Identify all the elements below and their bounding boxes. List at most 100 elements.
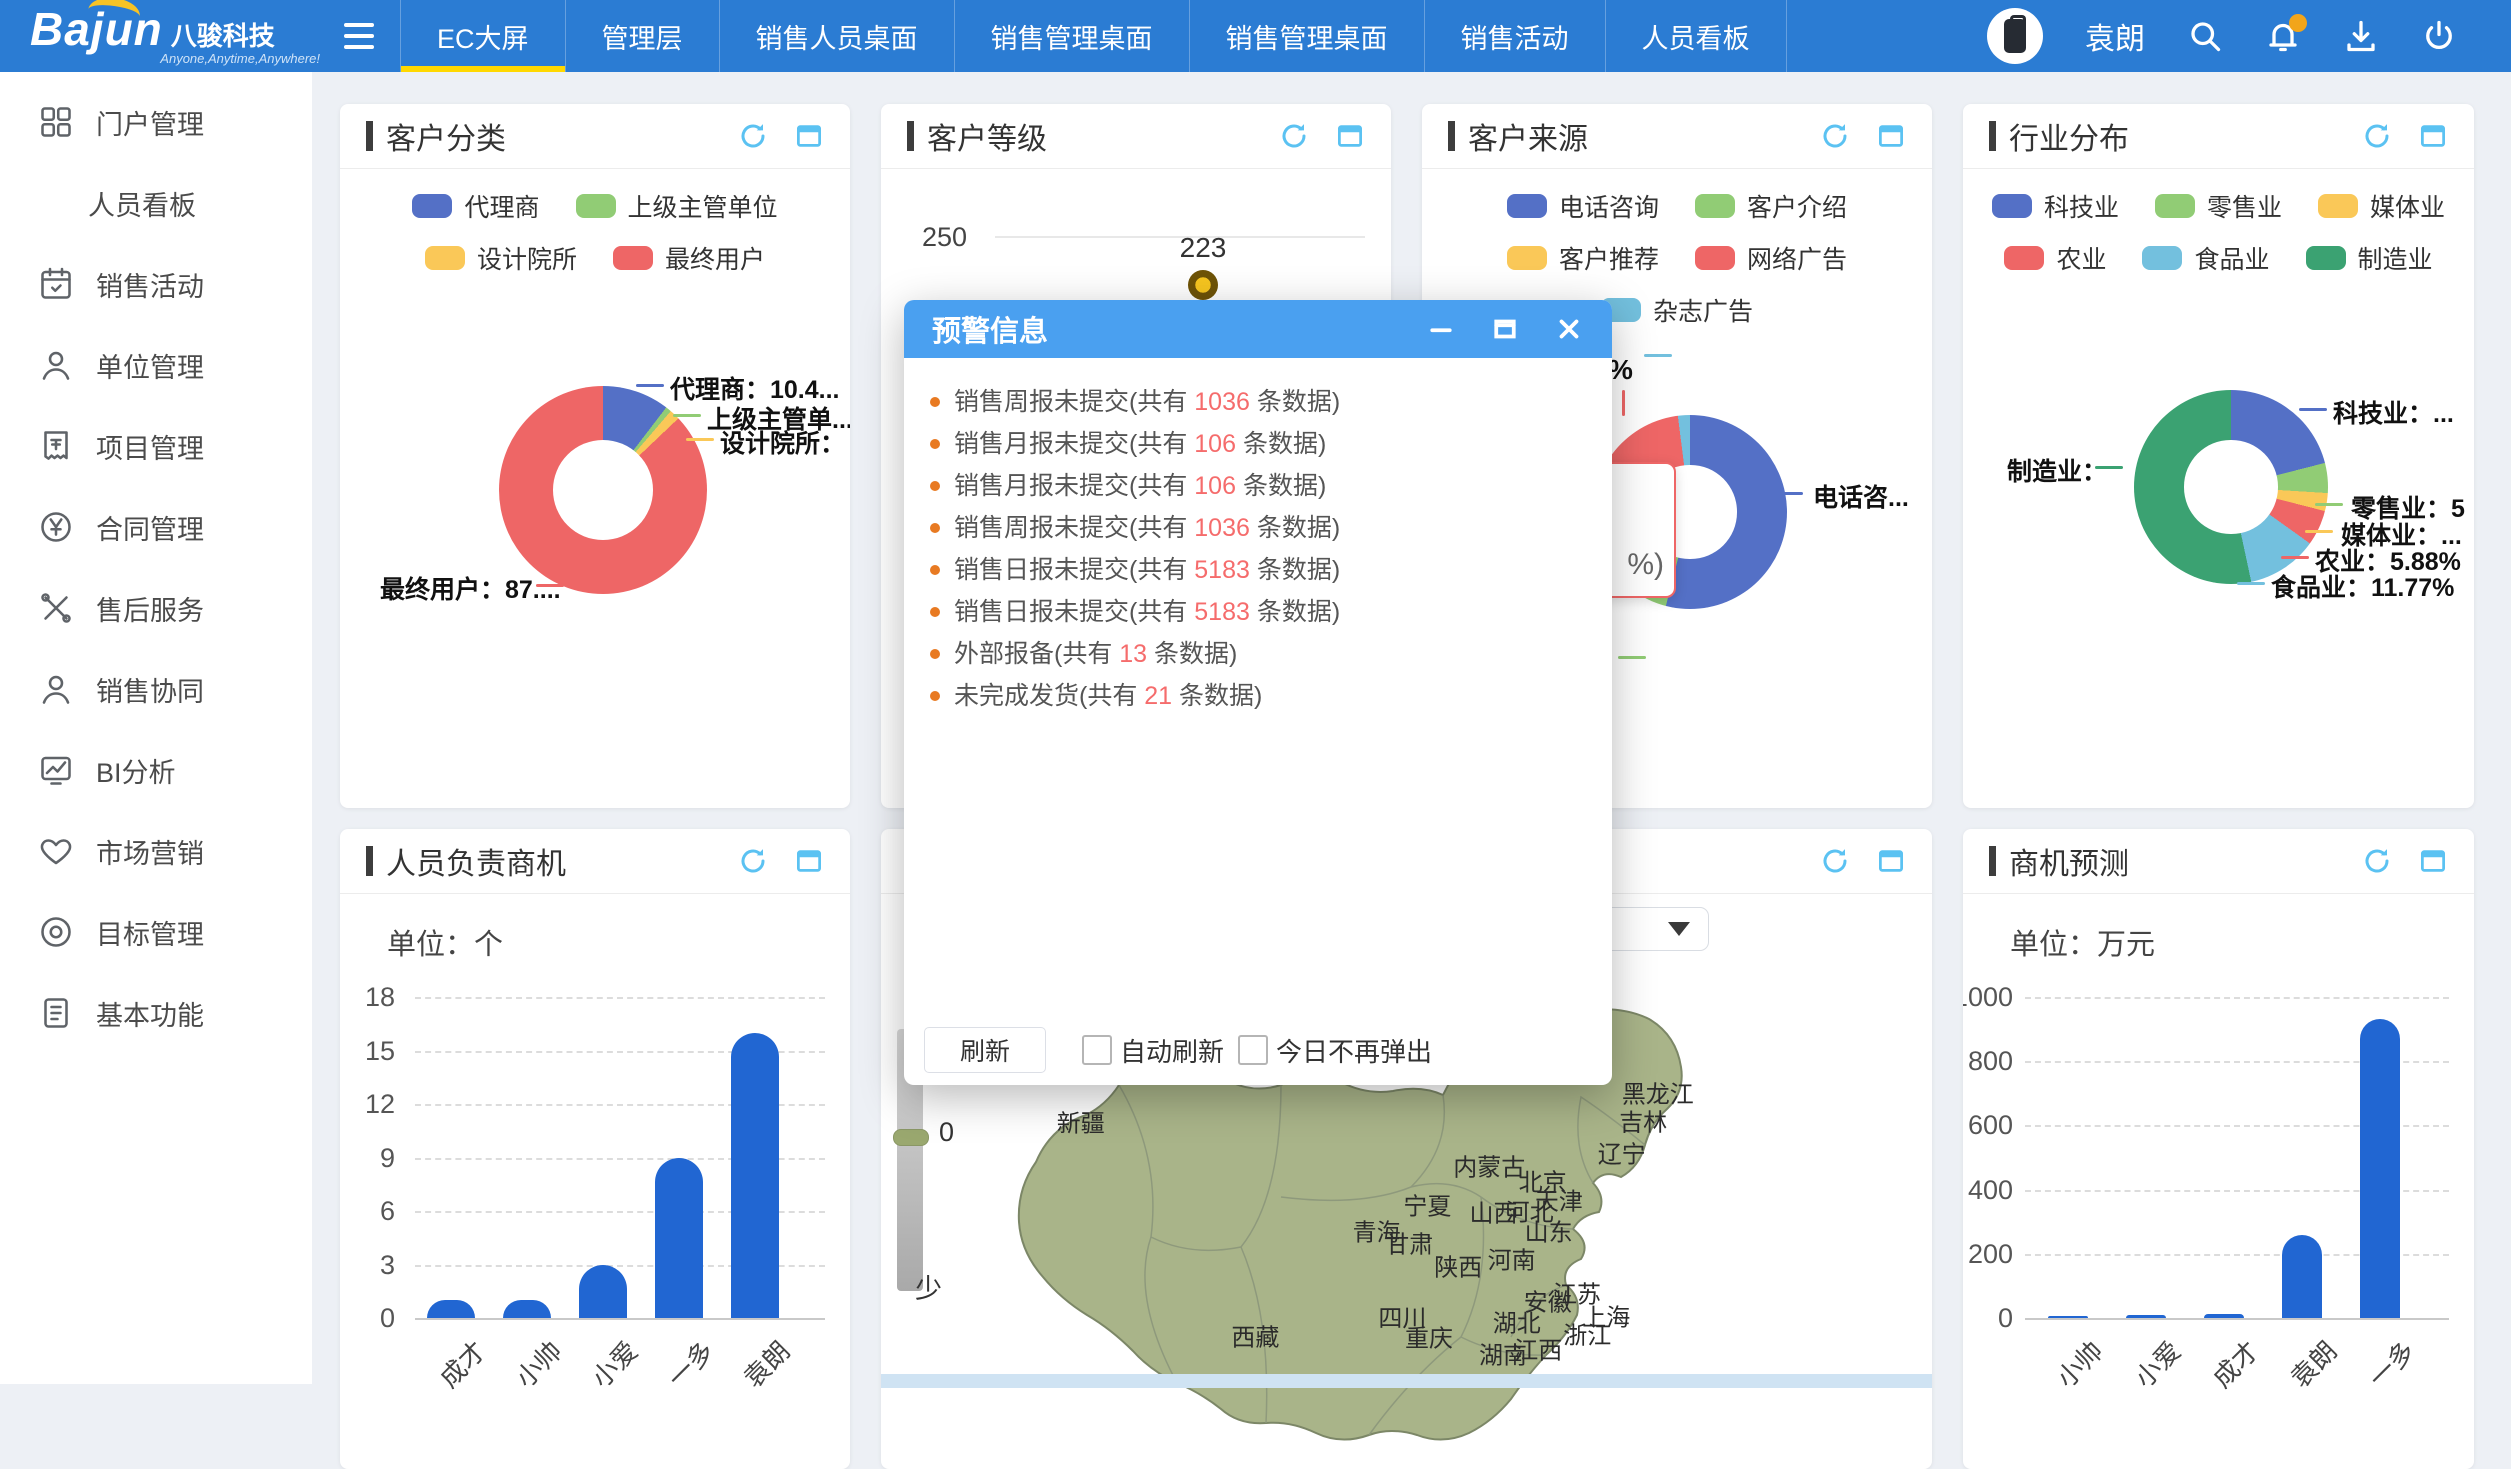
- warning-text: 销售月报未提交(共有 106 条数据): [954, 472, 1327, 500]
- legend-item-客户推荐[interactable]: 客户推荐: [1506, 240, 1659, 276]
- tab-人员看板[interactable]: 人员看板: [1606, 0, 1787, 72]
- power-icon[interactable]: [2421, 18, 2457, 54]
- card-personnel-opportunity: 人员负责商机 单位：个 18 15 12 9 6 3 0 成才 小帅 小爱 一多 袁朗: [340, 829, 850, 1469]
- refresh-icon[interactable]: [1820, 121, 1850, 151]
- card-title-customer-source: 客户来源: [1448, 114, 1588, 158]
- sidebar-item-label: 销售活动: [96, 271, 204, 302]
- legend-item-农业[interactable]: 农业: [2004, 240, 2106, 276]
- donut-customer-category[interactable]: [499, 386, 707, 594]
- y-axis-tick: 3: [379, 1249, 395, 1280]
- brand-chinese-text: 八骏科技: [170, 21, 275, 51]
- legend-item-零售业[interactable]: 零售业: [2154, 188, 2282, 224]
- sidebar-item-销售协同[interactable]: 销售协同: [0, 658, 312, 720]
- refresh-icon[interactable]: [1279, 121, 1309, 151]
- sidebar-item-售后服务[interactable]: 售后服务: [0, 577, 312, 639]
- no-popup-today-checkbox[interactable]: [1238, 1035, 1269, 1065]
- scatter-point[interactable]: [1188, 270, 1218, 300]
- warning-item[interactable]: 销售月报未提交(共有 106 条数据): [930, 474, 1582, 499]
- sidebar-item-市场营销[interactable]: 市场营销: [0, 820, 312, 882]
- maximize-icon[interactable]: [1876, 846, 1906, 876]
- province-label-重庆: 重庆: [1405, 1325, 1454, 1353]
- legend-customer-category: 代理商 上级主管单位设计院所 最终用户: [340, 188, 850, 276]
- sidebar-item-人员看板[interactable]: 人员看板: [0, 172, 312, 234]
- legend-item-代理商[interactable]: 代理商: [412, 188, 540, 224]
- refresh-button[interactable]: 刷新: [924, 1027, 1046, 1073]
- hamburger-menu-icon[interactable]: [344, 23, 374, 49]
- maximize-icon[interactable]: [794, 846, 824, 876]
- legend-item-电话咨询[interactable]: 电话咨询: [1506, 188, 1659, 224]
- refresh-icon[interactable]: [2362, 121, 2392, 151]
- sidebar-item-目标管理[interactable]: 目标管理: [0, 901, 312, 963]
- province-label-河北: 河北: [1505, 1199, 1554, 1227]
- warning-text: 销售周报未提交(共有 1036 条数据): [954, 514, 1341, 542]
- leader-line: [2299, 408, 2327, 411]
- sidebar-item-label: 基本功能: [96, 1000, 204, 1031]
- tab-管理层[interactable]: 管理层: [566, 0, 720, 72]
- sidebar-item-BI分析[interactable]: BI分析: [0, 739, 312, 801]
- auto-refresh-checkbox[interactable]: [1082, 1035, 1112, 1065]
- notification-bell-icon[interactable]: [2265, 14, 2307, 54]
- sidebar-item-单位管理[interactable]: 单位管理: [0, 334, 312, 396]
- tab-销售人员桌面[interactable]: 销售人员桌面: [720, 0, 955, 72]
- sidebar-item-门户管理[interactable]: 门户管理: [0, 91, 312, 153]
- search-icon[interactable]: [2187, 18, 2223, 54]
- maximize-icon[interactable]: [794, 121, 824, 151]
- legend-item-客户介绍[interactable]: 客户介绍: [1695, 188, 1847, 224]
- tab-EC大屏[interactable]: EC大屏: [400, 0, 566, 72]
- legend-item-媒体业[interactable]: 媒体业: [2318, 188, 2445, 224]
- sidebar-item-label: BI分析: [96, 757, 176, 788]
- refresh-icon[interactable]: [738, 121, 768, 151]
- ytick-250: 250: [921, 222, 967, 252]
- legend-item-科技业[interactable]: 科技业: [1991, 188, 2119, 224]
- no-popup-today-label: 今日不再弹出: [1276, 1036, 1433, 1067]
- legend-item-设计院所[interactable]: 设计院所: [424, 240, 577, 276]
- warning-item[interactable]: 销售月报未提交(共有 106 条数据): [930, 432, 1582, 457]
- restore-window-icon[interactable]: [1490, 314, 1520, 344]
- warning-item[interactable]: 销售日报未提交(共有 5183 条数据): [930, 600, 1582, 625]
- donut-industry[interactable]: [2134, 390, 2328, 584]
- maximize-icon[interactable]: [1876, 121, 1906, 151]
- maximize-icon[interactable]: [2418, 121, 2448, 151]
- legend-item-上级主管单位[interactable]: 上级主管单位: [575, 188, 778, 224]
- minimize-icon[interactable]: [1426, 314, 1456, 344]
- warning-item[interactable]: 未完成发货(共有 21 条数据): [930, 684, 1582, 709]
- legend-item-食品业[interactable]: 食品业: [2142, 240, 2270, 276]
- warning-item[interactable]: 外部报备(共有 13 条数据): [930, 642, 1582, 667]
- legend-industry: 科技业 零售业 媒体业农业 食品业 制造业: [1963, 188, 2474, 276]
- legend-item-网络广告[interactable]: 网络广告: [1695, 240, 1847, 276]
- user-avatar[interactable]: [1987, 8, 2043, 64]
- sidebar-item-基本功能[interactable]: 基本功能: [0, 982, 312, 1044]
- visualmap-handle[interactable]: [893, 1129, 929, 1146]
- warning-item[interactable]: 销售周报未提交(共有 1036 条数据): [930, 390, 1582, 415]
- y-axis-tick: 800: [1967, 1046, 2013, 1077]
- gridline: [2025, 1318, 2449, 1320]
- card-title-customer-category: 客户分类: [366, 114, 506, 158]
- gridline: [415, 997, 825, 999]
- legend-item-杂志广告[interactable]: 杂志广告: [1600, 292, 1753, 328]
- leader-line: [536, 584, 564, 587]
- tab-销售活动[interactable]: 销售活动: [1425, 0, 1606, 72]
- china-map-chart[interactable]: 新疆 西藏 青海 甘肃 宁夏 内蒙古 黑龙江 吉林 辽宁 北京 天津 河北 山西 山东 陕西 河南 安徽 江苏 上海…: [981, 997, 1841, 1447]
- warning-item[interactable]: 销售日报未提交(共有 5183 条数据): [930, 558, 1582, 583]
- sidebar-item-项目管理[interactable]: 项目管理: [0, 415, 312, 477]
- tab-销售管理桌面[interactable]: 销售管理桌面: [1190, 0, 1425, 72]
- gridline: [415, 1211, 825, 1213]
- refresh-icon[interactable]: [738, 846, 768, 876]
- refresh-icon[interactable]: [1820, 846, 1850, 876]
- sidebar-item-销售活动[interactable]: 销售活动: [0, 253, 312, 315]
- maximize-icon[interactable]: [2418, 846, 2448, 876]
- legend-item-制造业[interactable]: 制造业: [2305, 240, 2433, 276]
- sidebar-item-合同管理[interactable]: 合同管理: [0, 496, 312, 558]
- callout-retail: 零售业：5: [2351, 495, 2465, 523]
- download-icon[interactable]: [2343, 18, 2379, 54]
- grid-icon: [41, 107, 71, 137]
- tab-销售管理桌面[interactable]: 销售管理桌面: [955, 0, 1190, 72]
- warning-item[interactable]: 销售周报未提交(共有 1036 条数据): [930, 516, 1582, 541]
- close-icon[interactable]: [1554, 314, 1584, 344]
- modal-header[interactable]: 预警信息: [904, 300, 1612, 358]
- province-label-山东: 山东: [1524, 1219, 1573, 1247]
- maximize-icon[interactable]: [1335, 121, 1365, 151]
- refresh-icon[interactable]: [2362, 846, 2392, 876]
- legend-item-最终用户[interactable]: 最终用户: [613, 240, 765, 276]
- card-title-customer-level: 客户等级: [907, 114, 1047, 158]
